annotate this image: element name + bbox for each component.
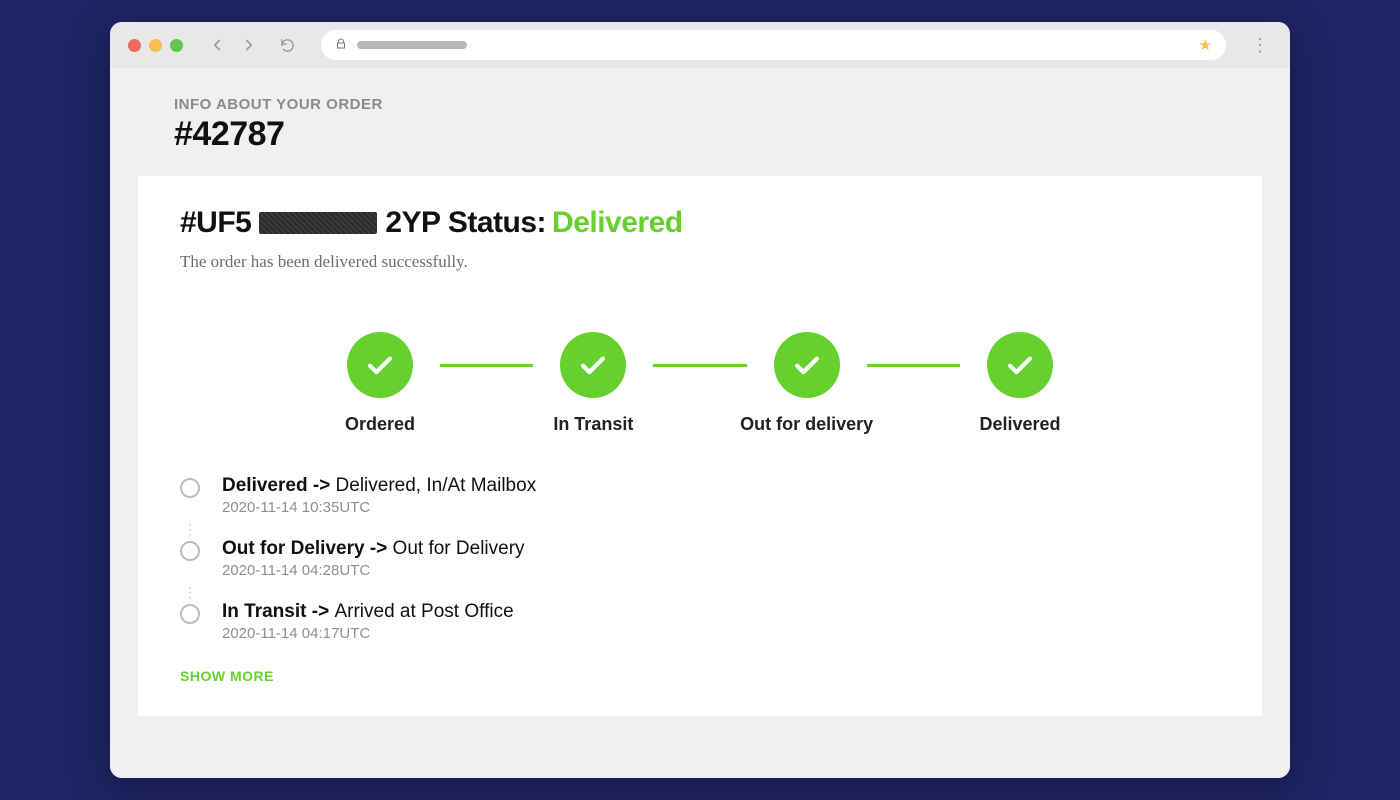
window-controls (128, 39, 183, 52)
event-connector: ⋮ (180, 587, 200, 601)
browser-menu-button[interactable]: ⋮ (1248, 35, 1272, 56)
page-viewport: INFO ABOUT YOUR ORDER #42787 #UF5 2YP Sta… (110, 68, 1290, 778)
tracking-event: Out for Delivery -> Out for Delivery 2020… (180, 538, 1220, 587)
tracking-event: In Transit -> Arrived at Post Office 2020… (180, 601, 1220, 650)
browser-window: ★ ⋮ INFO ABOUT YOUR ORDER #42787 #UF5 2YP… (110, 22, 1290, 778)
tracking-events: Delivered -> Delivered, In/At Mailbox 202… (180, 475, 1220, 650)
step-label: Out for delivery (740, 414, 873, 435)
lock-icon (335, 38, 347, 53)
maximize-window-button[interactable] (170, 39, 183, 52)
order-card: #UF5 2YP Status: Delivered The order has … (138, 176, 1262, 716)
event-marker (180, 478, 200, 498)
step-connector (653, 364, 746, 367)
event-time: 2020-11-14 04:28UTC (222, 562, 525, 579)
step-check-icon (560, 332, 626, 398)
event-title: Out for Delivery -> Out for Delivery (222, 538, 525, 560)
event-title: Delivered -> Delivered, In/At Mailbox (222, 475, 536, 497)
event-connector: ⋮ (180, 524, 200, 538)
event-marker (180, 541, 200, 561)
event-marker (180, 604, 200, 624)
back-button[interactable] (205, 33, 229, 57)
order-header: INFO ABOUT YOUR ORDER #42787 (138, 68, 1262, 176)
tracking-id-suffix: 2YP Status: (385, 206, 546, 240)
progress-step: In Transit (533, 332, 653, 435)
event-title: In Transit -> Arrived at Post Office (222, 601, 514, 623)
status-subtext: The order has been delivered successfull… (180, 252, 1220, 272)
tracking-event: Delivered -> Delivered, In/At Mailbox 202… (180, 475, 1220, 524)
step-connector (867, 364, 960, 367)
step-check-icon (987, 332, 1053, 398)
progress-steps: Ordered In Transit Out for delivery Deliver… (320, 332, 1080, 435)
url-placeholder (357, 41, 467, 49)
progress-step: Delivered (960, 332, 1080, 435)
close-window-button[interactable] (128, 39, 141, 52)
forward-button[interactable] (237, 33, 261, 57)
progress-step: Ordered (320, 332, 440, 435)
status-word: Delivered (552, 206, 683, 240)
step-label: Delivered (979, 414, 1060, 435)
reload-button[interactable] (275, 33, 299, 57)
step-check-icon (774, 332, 840, 398)
step-connector (440, 364, 533, 367)
step-check-icon (347, 332, 413, 398)
progress-step: Out for delivery (747, 332, 867, 435)
browser-chrome: ★ ⋮ (110, 22, 1290, 68)
show-more-button[interactable]: SHOW MORE (180, 668, 1220, 684)
tracking-id-redacted (259, 212, 377, 234)
address-bar[interactable]: ★ (321, 30, 1226, 60)
minimize-window-button[interactable] (149, 39, 162, 52)
tracking-status-line: #UF5 2YP Status: Delivered (180, 206, 1220, 240)
order-number: #42787 (174, 115, 1226, 154)
step-label: Ordered (345, 414, 415, 435)
bookmark-star-icon[interactable]: ★ (1199, 36, 1212, 54)
header-eyebrow: INFO ABOUT YOUR ORDER (174, 96, 1226, 113)
tracking-id-prefix: #UF5 (180, 206, 251, 240)
step-label: In Transit (553, 414, 633, 435)
event-time: 2020-11-14 04:17UTC (222, 625, 514, 642)
event-time: 2020-11-14 10:35UTC (222, 499, 536, 516)
